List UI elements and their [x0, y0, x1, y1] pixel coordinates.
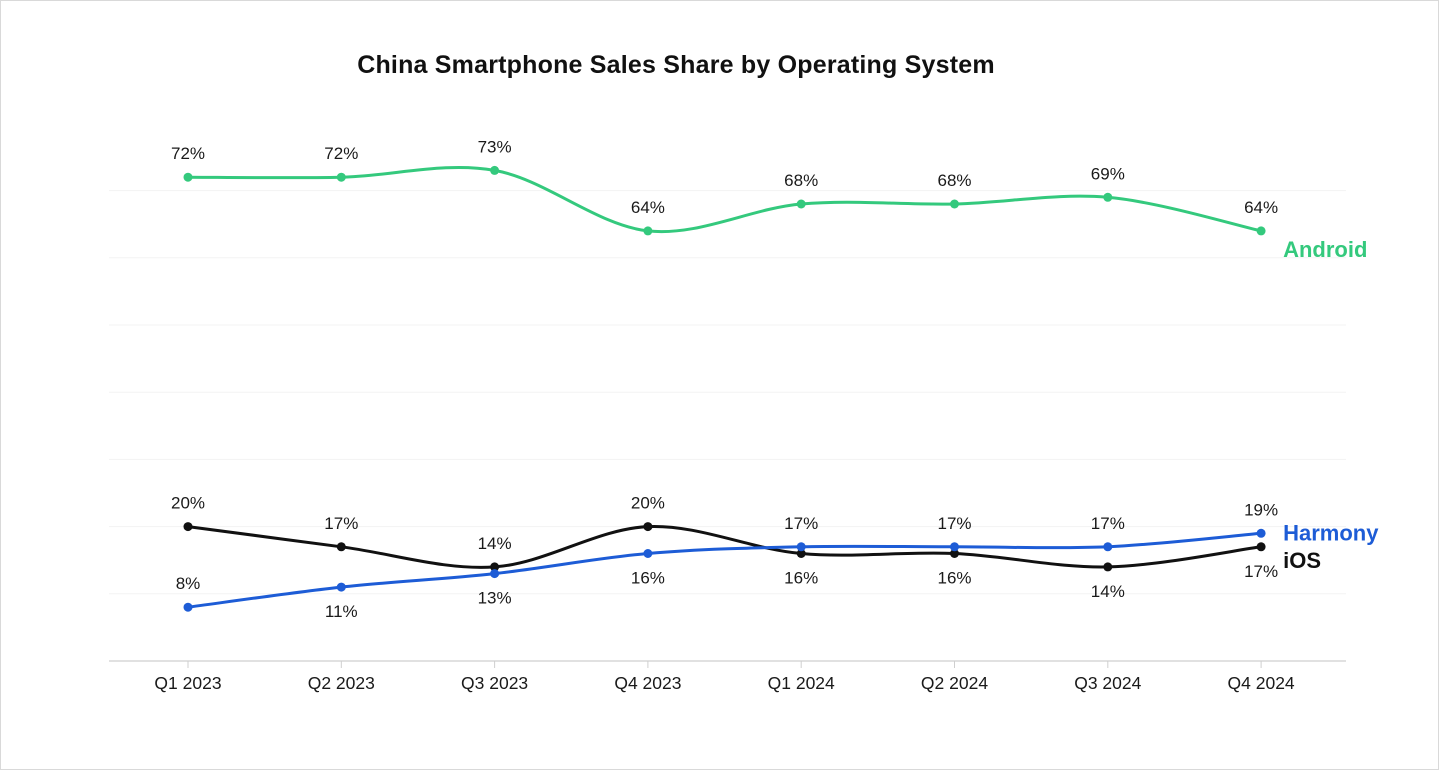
- value-label-ios-3: 20%: [631, 494, 665, 513]
- value-label-android-5: 68%: [937, 171, 971, 190]
- line-android: [186, 165, 1263, 234]
- point-ios-0: [183, 522, 193, 532]
- point-ios-3: [643, 522, 653, 532]
- value-label-android-6: 69%: [1091, 164, 1125, 183]
- value-label-android-0: 72%: [171, 144, 205, 163]
- value-label-android-3: 64%: [631, 198, 665, 217]
- value-label-ios-6: 14%: [1091, 582, 1125, 601]
- point-android-2: [490, 165, 500, 175]
- point-harmony-0: [183, 602, 193, 612]
- value-label-harmony-4: 17%: [784, 514, 818, 533]
- value-label-ios-4: 16%: [784, 569, 818, 588]
- point-ios-5: [950, 549, 959, 558]
- point-android-5: [950, 199, 959, 209]
- line-ios: [186, 525, 1263, 569]
- value-label-android-4: 68%: [784, 171, 818, 190]
- value-label-ios-7: 17%: [1244, 562, 1278, 581]
- x-tick-label: Q1 2023: [154, 673, 221, 693]
- x-tick-label: Q1 2024: [768, 673, 835, 693]
- point-harmony-4: [796, 542, 806, 552]
- point-ios-4: [796, 549, 806, 558]
- x-tick-label: Q4 2024: [1228, 673, 1295, 693]
- value-label-harmony-2: 13%: [478, 589, 512, 608]
- chart-title: China Smartphone Sales Share by Operatin…: [357, 51, 995, 79]
- value-label-ios-1: 17%: [324, 514, 358, 533]
- point-harmony-1: [336, 582, 346, 592]
- point-harmony-2: [490, 569, 500, 579]
- point-android-7: [1256, 226, 1266, 236]
- x-tick-label: Q3 2023: [461, 673, 528, 693]
- point-android-3: [643, 226, 653, 236]
- x-tick-label: Q2 2024: [921, 673, 988, 693]
- value-label-ios-5: 16%: [937, 569, 971, 588]
- point-ios-6: [1103, 562, 1113, 572]
- value-label-harmony-6: 17%: [1091, 514, 1125, 533]
- point-harmony-3: [643, 549, 653, 558]
- point-android-6: [1103, 192, 1113, 202]
- point-ios-2: [490, 562, 500, 572]
- point-ios-1: [336, 542, 346, 552]
- x-tick-label: Q3 2024: [1074, 673, 1141, 693]
- value-label-ios-0: 20%: [171, 494, 205, 513]
- value-label-harmony-7: 19%: [1244, 500, 1278, 519]
- point-android-0: [183, 172, 193, 182]
- value-label-ios-2: 14%: [478, 534, 512, 553]
- x-tick-label: Q4 2023: [614, 673, 681, 693]
- value-label-harmony-3: 16%: [631, 569, 665, 588]
- point-harmony-6: [1103, 542, 1113, 552]
- series-label-android: Android: [1283, 237, 1367, 262]
- point-android-1: [336, 172, 346, 182]
- value-label-harmony-5: 17%: [937, 514, 971, 533]
- value-label-harmony-1: 11%: [325, 602, 358, 621]
- series-label-harmony: Harmony: [1283, 520, 1379, 545]
- x-tick-label: Q2 2023: [308, 673, 375, 693]
- point-harmony-7: [1256, 528, 1266, 538]
- point-harmony-5: [950, 542, 959, 552]
- value-label-harmony-0: 8%: [176, 574, 201, 593]
- series-label-ios: iOS: [1283, 548, 1321, 573]
- point-ios-7: [1256, 542, 1266, 552]
- value-label-android-7: 64%: [1244, 198, 1278, 217]
- value-label-android-2: 73%: [478, 137, 512, 156]
- point-android-4: [796, 199, 806, 209]
- value-label-android-1: 72%: [324, 144, 358, 163]
- line-harmony: [186, 531, 1263, 609]
